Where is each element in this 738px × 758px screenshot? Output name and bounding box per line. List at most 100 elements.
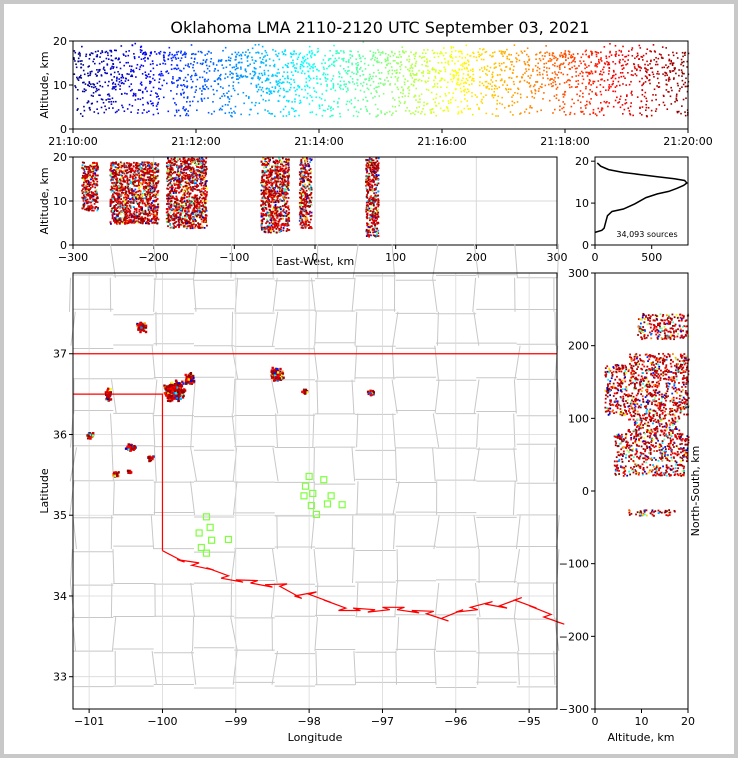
- source-point: [600, 60, 603, 62]
- source-point: [166, 218, 169, 221]
- source-point: [640, 100, 643, 103]
- source-point: [539, 52, 541, 54]
- source-point: [145, 74, 148, 77]
- source-point: [77, 53, 80, 55]
- source-point: [222, 49, 224, 52]
- source-point: [146, 221, 148, 223]
- source-point: [287, 62, 290, 65]
- source-point: [133, 161, 135, 164]
- source-point: [227, 104, 229, 106]
- source-point: [133, 216, 135, 218]
- source-point: [93, 199, 96, 202]
- source-point: [224, 112, 227, 115]
- source-point: [332, 108, 334, 110]
- source-point: [204, 206, 207, 209]
- source-point: [590, 50, 592, 53]
- source-point: [359, 89, 362, 92]
- source-point: [286, 75, 289, 77]
- source-point: [149, 82, 151, 85]
- source-point: [111, 210, 114, 213]
- source-point: [334, 60, 336, 63]
- source-point: [678, 69, 680, 71]
- source-point: [394, 52, 396, 55]
- source-point: [582, 96, 584, 98]
- source-point: [427, 72, 429, 74]
- source-point: [322, 59, 325, 61]
- source-point: [464, 56, 467, 59]
- source-point: [426, 61, 428, 64]
- source-point: [186, 96, 189, 98]
- source-point: [129, 187, 131, 190]
- source-point: [645, 109, 647, 112]
- source-point: [489, 83, 492, 85]
- source-point: [550, 60, 552, 62]
- source-point: [150, 163, 152, 166]
- source-point: [144, 163, 147, 166]
- source-point: [156, 211, 159, 214]
- source-point: [619, 106, 622, 109]
- source-point: [213, 93, 215, 96]
- source-point: [115, 49, 117, 52]
- source-point: [141, 202, 144, 205]
- source-point: [181, 54, 184, 56]
- source-point: [120, 45, 123, 47]
- source-point: [512, 72, 514, 74]
- source-point: [180, 70, 183, 72]
- source-point: [140, 199, 143, 202]
- source-point: [300, 60, 303, 63]
- source-point: [587, 71, 590, 74]
- source-point: [135, 185, 138, 187]
- source-point: [125, 190, 128, 193]
- source-point: [172, 179, 175, 182]
- source-point: [115, 57, 117, 59]
- source-point: [87, 207, 90, 210]
- source-point: [462, 65, 464, 67]
- source-point: [177, 211, 180, 214]
- source-point: [193, 182, 196, 185]
- source-point: [137, 197, 140, 200]
- source-point: [552, 112, 554, 114]
- source-point: [101, 50, 103, 52]
- source-point: [204, 216, 207, 219]
- source-point: [187, 191, 190, 193]
- source-point: [209, 60, 212, 63]
- source-point: [154, 213, 157, 216]
- source-point: [156, 108, 159, 111]
- source-point: [567, 50, 570, 52]
- source-point: [600, 93, 603, 96]
- source-point: [306, 84, 308, 87]
- source-point: [420, 112, 422, 115]
- source-point: [169, 159, 172, 162]
- source-point: [150, 52, 152, 55]
- source-point: [93, 202, 96, 205]
- source-point: [200, 218, 203, 221]
- source-point: [372, 81, 375, 83]
- source-point: [149, 70, 152, 72]
- source-point: [196, 203, 198, 206]
- source-point: [149, 176, 151, 179]
- source-point: [686, 85, 688, 88]
- source-point: [84, 197, 87, 200]
- source-point: [133, 71, 135, 73]
- source-point: [84, 184, 87, 187]
- source-point: [332, 75, 335, 77]
- source-point: [355, 73, 358, 75]
- source-point: [103, 66, 105, 69]
- source-point: [92, 195, 95, 198]
- source-point: [214, 68, 216, 70]
- source-point: [601, 107, 603, 109]
- source-point: [184, 161, 187, 164]
- source-point: [410, 51, 412, 54]
- source-point: [95, 200, 98, 202]
- source-point: [571, 56, 574, 58]
- source-point: [337, 106, 339, 108]
- source-point: [82, 199, 85, 202]
- source-point: [539, 59, 542, 62]
- source-point: [149, 179, 152, 182]
- source-point: [142, 164, 144, 167]
- source-point: [286, 64, 288, 67]
- source-point: [609, 50, 611, 53]
- source-point: [166, 157, 169, 160]
- source-point: [634, 57, 636, 60]
- source-point: [650, 109, 653, 112]
